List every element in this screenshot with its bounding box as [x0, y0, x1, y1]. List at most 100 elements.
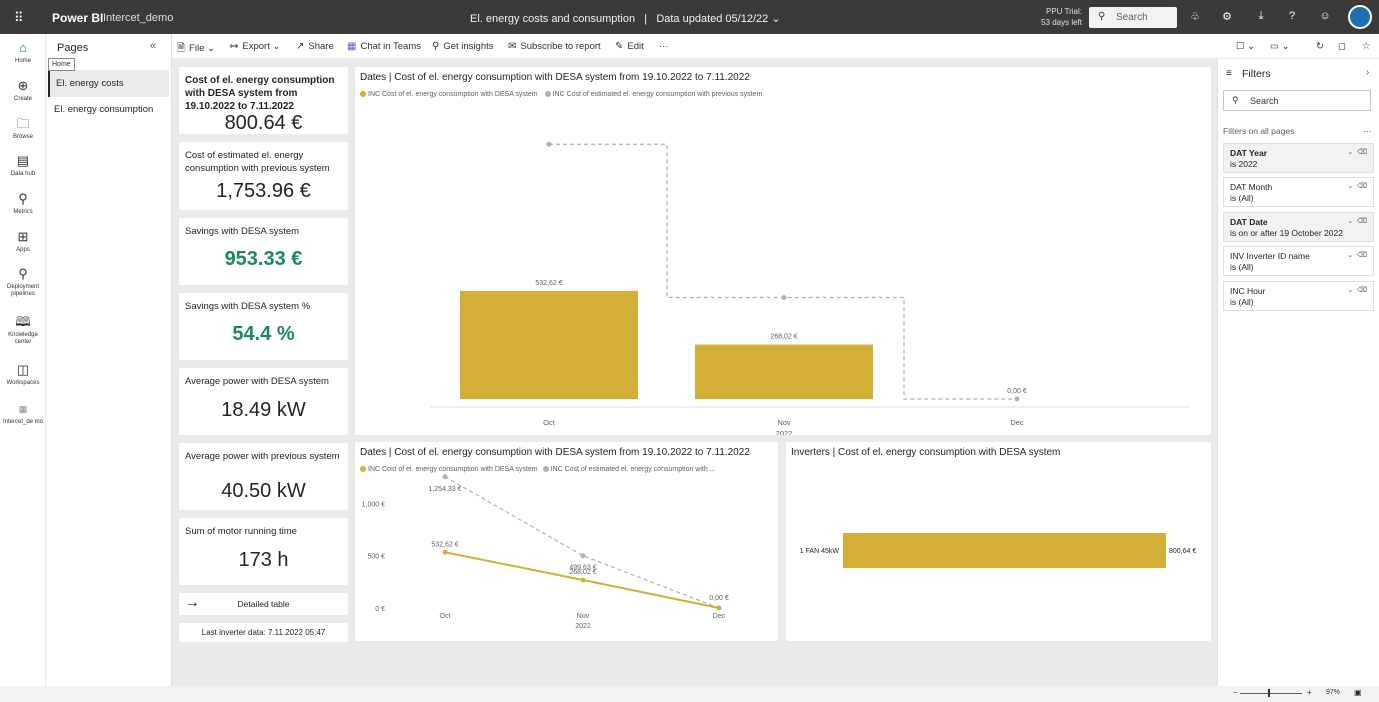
subscribe-button[interactable]: ✉ Subscribe to report — [508, 41, 601, 52]
share-label: Share — [308, 41, 334, 52]
chart1-x-tick: Oct — [543, 418, 556, 427]
export-icon: ↦ — [230, 41, 239, 52]
nav-create[interactable]: ⊕ Create — [0, 78, 46, 103]
insights-label: Get insights — [443, 41, 494, 52]
lightbulb-icon: ⚲ — [432, 41, 440, 52]
view-icon[interactable]: ▭ ⌄ — [1270, 41, 1290, 52]
chart3-value-label: 800,64 € — [1169, 548, 1196, 555]
chart2-year-label: 2022 — [575, 623, 591, 630]
nav-apps[interactable]: ⊞ Apps — [0, 229, 46, 254]
chevron-eraser-icon[interactable]: ⌄ ⌫ — [1347, 149, 1367, 156]
filter-card-inverter-id[interactable]: INV Inverter ID name is (All) ⌄ ⌫ — [1223, 246, 1374, 276]
chart3-category-label: 1 FAN 45kW — [800, 548, 840, 555]
legend-previous: INC Cost of estimated el. energy consump… — [552, 91, 763, 98]
chart-monthly-cost-line[interactable]: Dates | Cost of el. energy consumption w… — [355, 442, 778, 641]
report-title-dropdown[interactable]: El. energy costs and consumption | Data … — [470, 12, 781, 25]
chart-monthly-cost-bar[interactable]: Dates | Cost of el. energy consumption w… — [355, 67, 1211, 435]
download-icon[interactable]: ⤓ — [1258, 10, 1264, 22]
fit-to-page-icon[interactable]: ▣ — [1354, 688, 1362, 697]
favorite-icon[interactable]: ☆ — [1362, 41, 1371, 52]
chart-inverter-cost[interactable]: Inverters | Cost of el. energy consumpti… — [786, 442, 1211, 641]
data-updated: Data updated 05/12/22 — [656, 13, 769, 25]
bookmark-icon[interactable]: ☐ ⌄ — [1236, 41, 1256, 52]
zoom-out-button[interactable]: − — [1233, 688, 1238, 697]
export-menu[interactable]: ↦ Export ⌄ — [230, 41, 281, 52]
page-tab-energy-consumption[interactable]: El. energy consumption — [54, 104, 154, 115]
nav-browse[interactable]: 🗀 Browse — [0, 116, 46, 141]
nav-current-workspace-label: Intercet_de mo — [2, 419, 44, 425]
share-button[interactable]: ↗ Share — [296, 41, 334, 52]
filter-value: is (All) — [1230, 262, 1254, 272]
bell-icon[interactable]: ♧ — [1190, 11, 1200, 23]
nav-metrics[interactable]: ⚲ Metrics — [0, 191, 46, 216]
kpi-label: Average power with previous system — [185, 451, 340, 462]
nav-browse-label: Browse — [12, 134, 33, 140]
file-menu[interactable]: 🗎 File ⌄ — [177, 43, 215, 54]
filter-search-placeholder: Search — [1250, 96, 1279, 106]
detailed-table-button[interactable]: → Detailed table — [179, 593, 348, 615]
legend-dot-previous — [542, 466, 549, 473]
chart2-x-tick: Oct — [440, 613, 451, 620]
nav-data-hub-label: Data hub — [10, 171, 36, 177]
avatar[interactable] — [1348, 5, 1372, 29]
edit-button[interactable]: ✎ Edit — [615, 41, 644, 52]
filter-name: DAT Year — [1230, 148, 1268, 158]
kpi-value: 800.64 € — [224, 112, 303, 134]
chart1-bar-label: 268,02 € — [770, 334, 797, 341]
kpi-card-avg-power-desa[interactable]: Average power with DESA system 18.49 kW — [179, 368, 348, 435]
filter-card-dat-month[interactable]: DAT Month is (All) ⌄ ⌫ — [1223, 177, 1374, 207]
kpi-card-cost-previous[interactable]: Cost of estimated el. energy consumption… — [179, 142, 348, 210]
trophy-icon: ⚲ — [18, 191, 28, 206]
get-insights-button[interactable]: ⚲ Get insights — [432, 41, 494, 52]
help-icon[interactable]: ? — [1288, 10, 1296, 22]
kpi-card-motor-time[interactable]: Sum of motor running time 173 h — [179, 518, 348, 585]
chart2-svg: 1,000 € 500 € 0 € 1,254,33 € 499,63 € 532,62 … — [362, 474, 729, 630]
filter-card-dat-date[interactable]: DAT Date is on or after 19 October 2022 … — [1223, 212, 1374, 242]
pencil-icon: ✎ — [615, 41, 624, 52]
app-launcher-icon[interactable]: ⠿ — [14, 10, 24, 25]
collapse-pages-icon[interactable]: « — [150, 40, 157, 52]
app-name[interactable]: Power BI — [52, 11, 104, 25]
nav-knowledge-center[interactable]: 🕮 Knowledge center — [0, 314, 46, 346]
gear-icon[interactable]: ⚙ — [1222, 11, 1232, 23]
kpi-card-savings-percent[interactable]: Savings with DESA system % 54.4 % — [179, 293, 348, 360]
chevron-eraser-icon[interactable]: ⌄ ⌫ — [1347, 218, 1367, 225]
chevron-eraser-icon[interactable]: ⌄ ⌫ — [1347, 183, 1367, 190]
filter-card-dat-year[interactable]: DAT Year is 2022 ⌄ ⌫ — [1223, 143, 1374, 173]
chevron-eraser-icon[interactable]: ⌄ ⌫ — [1347, 252, 1367, 259]
nav-home[interactable]: ⌂ Home — [0, 40, 46, 65]
chart-legend: INC Cost of el. energy consumption with … — [360, 91, 762, 98]
comment-icon[interactable]: ◻ — [1338, 41, 1346, 52]
data-hub-icon: ▤ — [16, 153, 30, 168]
nav-data-hub[interactable]: ▤ Data hub — [0, 153, 46, 178]
nav-workspaces[interactable]: ◫ Workspaces — [0, 362, 46, 387]
zoom-slider-thumb[interactable] — [1268, 689, 1270, 697]
nav-deployment-pipelines[interactable]: ⚲ Deployment pipelines — [0, 266, 46, 298]
zoom-in-button[interactable]: + — [1307, 688, 1312, 697]
filter-card-inc-hour[interactable]: INC Hour is (All) ⌄ ⌫ — [1223, 281, 1374, 311]
collapse-filters-icon[interactable]: › — [1366, 67, 1370, 78]
filter-search-input[interactable]: ⚲ Search — [1223, 90, 1371, 111]
trial-info[interactable]: PPU Trial: 53 days left — [1032, 6, 1082, 28]
page-tab-energy-costs[interactable]: El. energy costs — [48, 70, 169, 97]
kpi-card-avg-power-previous[interactable]: Average power with previous system 40.50… — [179, 443, 348, 510]
kpi-card-savings[interactable]: Savings with DESA system 953.33 € — [179, 218, 348, 285]
title-separator: | — [638, 13, 654, 25]
plus-icon: ⊕ — [17, 78, 29, 93]
global-search-input[interactable]: ⚲ Search — [1089, 7, 1177, 28]
chevron-eraser-icon[interactable]: ⌄ ⌫ — [1347, 287, 1367, 294]
filter-name: DAT Month — [1230, 182, 1273, 192]
nav-current-workspace[interactable]: ▦ Intercet_de mo — [0, 401, 46, 426]
workspace-name[interactable]: Intercet_demo — [103, 12, 174, 24]
zoom-slider-track[interactable] — [1240, 693, 1302, 694]
kpi-card-cost-desa[interactable]: Cost of el. energy consumption with DESA… — [179, 67, 348, 134]
filters-pane: ≡ Filters › ⚲ Search Filters on all page… — [1217, 59, 1379, 686]
teams-icon: ▦ — [347, 41, 357, 52]
more-options-button[interactable]: ··· — [659, 41, 669, 52]
refresh-icon[interactable]: ↻ — [1316, 41, 1324, 52]
chat-in-teams-button[interactable]: ▦ Chat in Teams — [347, 41, 421, 52]
zoom-level: 97% — [1326, 689, 1341, 696]
more-options-icon[interactable]: … — [1363, 124, 1372, 134]
feedback-icon[interactable]: ☺ — [1319, 10, 1331, 22]
chart2-previous-label: 1,254,33 € — [428, 486, 461, 493]
